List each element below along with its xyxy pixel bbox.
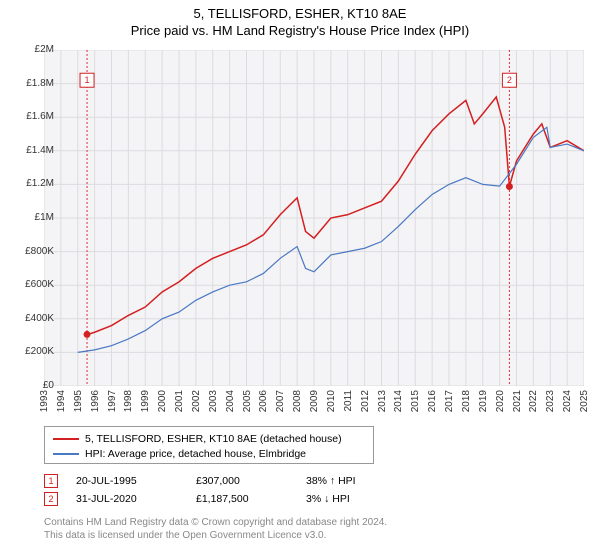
legend-swatch — [53, 438, 79, 440]
x-axis-tick-label: 2022 — [528, 390, 539, 412]
y-axis-tick-label: £1.4M — [4, 145, 54, 156]
x-axis-tick-label: 2016 — [427, 390, 438, 412]
x-axis-tick-label: 2023 — [545, 390, 556, 412]
x-axis-tick-label: 2024 — [562, 390, 573, 412]
x-axis-tick-label: 2013 — [377, 390, 388, 412]
marker-price: £1,187,500 — [196, 493, 306, 505]
legend-item: 5, TELLISFORD, ESHER, KT10 8AE (detached… — [53, 431, 365, 446]
x-axis-tick-label: 1998 — [123, 390, 134, 412]
x-axis-tick-label: 1997 — [107, 390, 118, 412]
chart-plot-area: 12 — [44, 50, 584, 386]
marker-number-box: 1 — [44, 474, 58, 488]
x-axis-tick-label: 1996 — [90, 390, 101, 412]
footer-line2: This data is licensed under the Open Gov… — [44, 529, 387, 542]
svg-text:1: 1 — [85, 75, 90, 85]
x-axis-tick-label: 2011 — [343, 390, 354, 412]
x-axis-tick-label: 2014 — [393, 390, 404, 412]
x-axis-tick-label: 2017 — [444, 390, 455, 412]
y-axis-tick-label: £600K — [4, 279, 54, 290]
y-axis-tick-label: £200K — [4, 346, 54, 357]
marker-row: 1 20-JUL-1995£307,00038% ↑ HPI — [44, 472, 416, 490]
x-axis-tick-label: 2025 — [579, 390, 590, 412]
x-axis-tick-label: 2002 — [191, 390, 202, 412]
x-axis-tick-label: 1994 — [56, 390, 67, 412]
legend-label: HPI: Average price, detached house, Elmb… — [85, 448, 306, 460]
x-axis-tick-label: 2019 — [478, 390, 489, 412]
marker-delta: 3% ↓ HPI — [306, 493, 416, 505]
legend-item: HPI: Average price, detached house, Elmb… — [53, 446, 365, 461]
y-axis-tick-label: £1.8M — [4, 78, 54, 89]
x-axis-tick-label: 1995 — [73, 390, 84, 412]
x-axis-tick-label: 2003 — [208, 390, 219, 412]
x-axis-tick-label: 2005 — [242, 390, 253, 412]
x-axis-tick-label: 2000 — [157, 390, 168, 412]
y-axis-tick-label: £1.2M — [4, 178, 54, 189]
x-axis-tick-label: 2012 — [360, 390, 371, 412]
x-axis-tick-label: 2007 — [275, 390, 286, 412]
y-axis-tick-label: £1.6M — [4, 111, 54, 122]
x-axis-tick-label: 2020 — [495, 390, 506, 412]
x-axis-tick-label: 2001 — [174, 390, 185, 412]
x-axis-tick-label: 2015 — [410, 390, 421, 412]
marker-row: 2 31-JUL-2020£1,187,5003% ↓ HPI — [44, 490, 416, 508]
chart-footer: Contains HM Land Registry data © Crown c… — [44, 516, 387, 542]
x-axis-tick-label: 2010 — [326, 390, 337, 412]
x-axis-tick-label: 2004 — [225, 390, 236, 412]
marker-date: 20-JUL-1995 — [76, 475, 196, 487]
chart-legend: 5, TELLISFORD, ESHER, KT10 8AE (detached… — [44, 426, 374, 464]
y-axis-tick-label: £400K — [4, 313, 54, 324]
svg-text:2: 2 — [507, 75, 512, 85]
x-axis-tick-label: 2006 — [258, 390, 269, 412]
x-axis-tick-label: 2018 — [461, 390, 472, 412]
chart-title-line2: Price paid vs. HM Land Registry's House … — [0, 21, 600, 38]
marker-date: 31-JUL-2020 — [76, 493, 196, 505]
legend-swatch — [53, 453, 79, 455]
y-axis-tick-label: £800K — [4, 246, 54, 257]
x-axis-tick-label: 2009 — [309, 390, 320, 412]
chart-svg: 12 — [44, 50, 584, 386]
footer-line1: Contains HM Land Registry data © Crown c… — [44, 516, 387, 529]
x-axis-tick-label: 2008 — [292, 390, 303, 412]
marker-delta: 38% ↑ HPI — [306, 475, 416, 487]
y-axis-tick-label: £2M — [4, 44, 54, 55]
marker-number-box: 2 — [44, 492, 58, 506]
legend-label: 5, TELLISFORD, ESHER, KT10 8AE (detached… — [85, 433, 342, 445]
marker-table: 1 20-JUL-1995£307,00038% ↑ HPI 2 31-JUL-202… — [44, 472, 416, 508]
x-axis-tick-label: 2021 — [512, 390, 523, 412]
y-axis-tick-label: £1M — [4, 212, 54, 223]
x-axis-tick-label: 1999 — [140, 390, 151, 412]
marker-price: £307,000 — [196, 475, 306, 487]
x-axis-tick-label: 1993 — [39, 390, 50, 412]
chart-title-line1: 5, TELLISFORD, ESHER, KT10 8AE — [0, 0, 600, 21]
